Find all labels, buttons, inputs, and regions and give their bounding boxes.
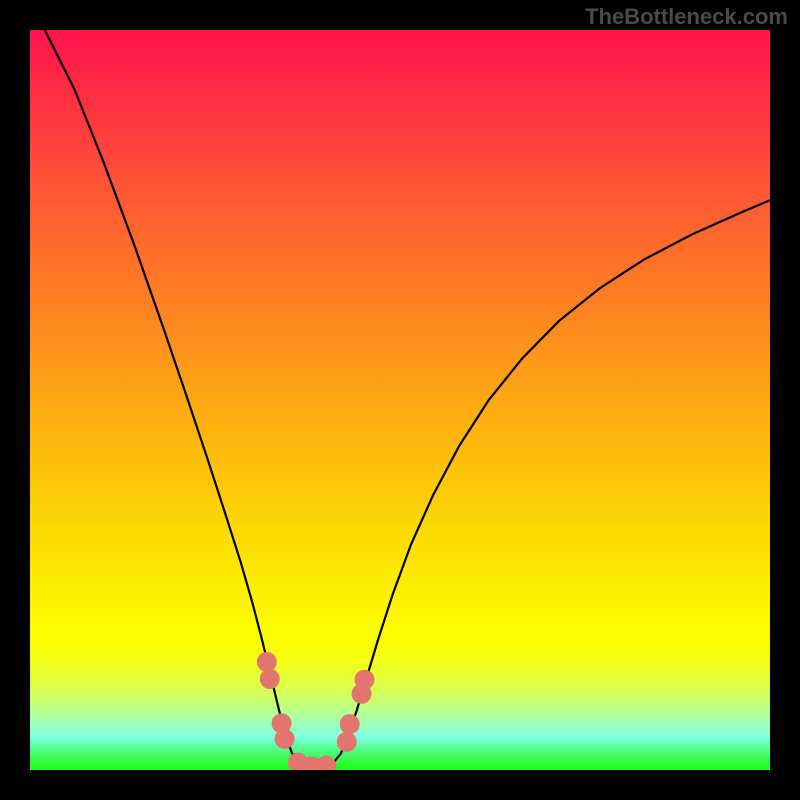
marker-point xyxy=(257,652,277,672)
marker-point xyxy=(260,669,280,689)
marker-point xyxy=(340,714,360,734)
chart-svg xyxy=(30,30,770,770)
marker-point xyxy=(275,729,295,749)
marker-point xyxy=(354,670,374,690)
gradient-background xyxy=(30,30,770,770)
chart-area xyxy=(30,30,770,770)
watermark-text: TheBottleneck.com xyxy=(585,4,788,30)
marker-point xyxy=(337,732,357,752)
